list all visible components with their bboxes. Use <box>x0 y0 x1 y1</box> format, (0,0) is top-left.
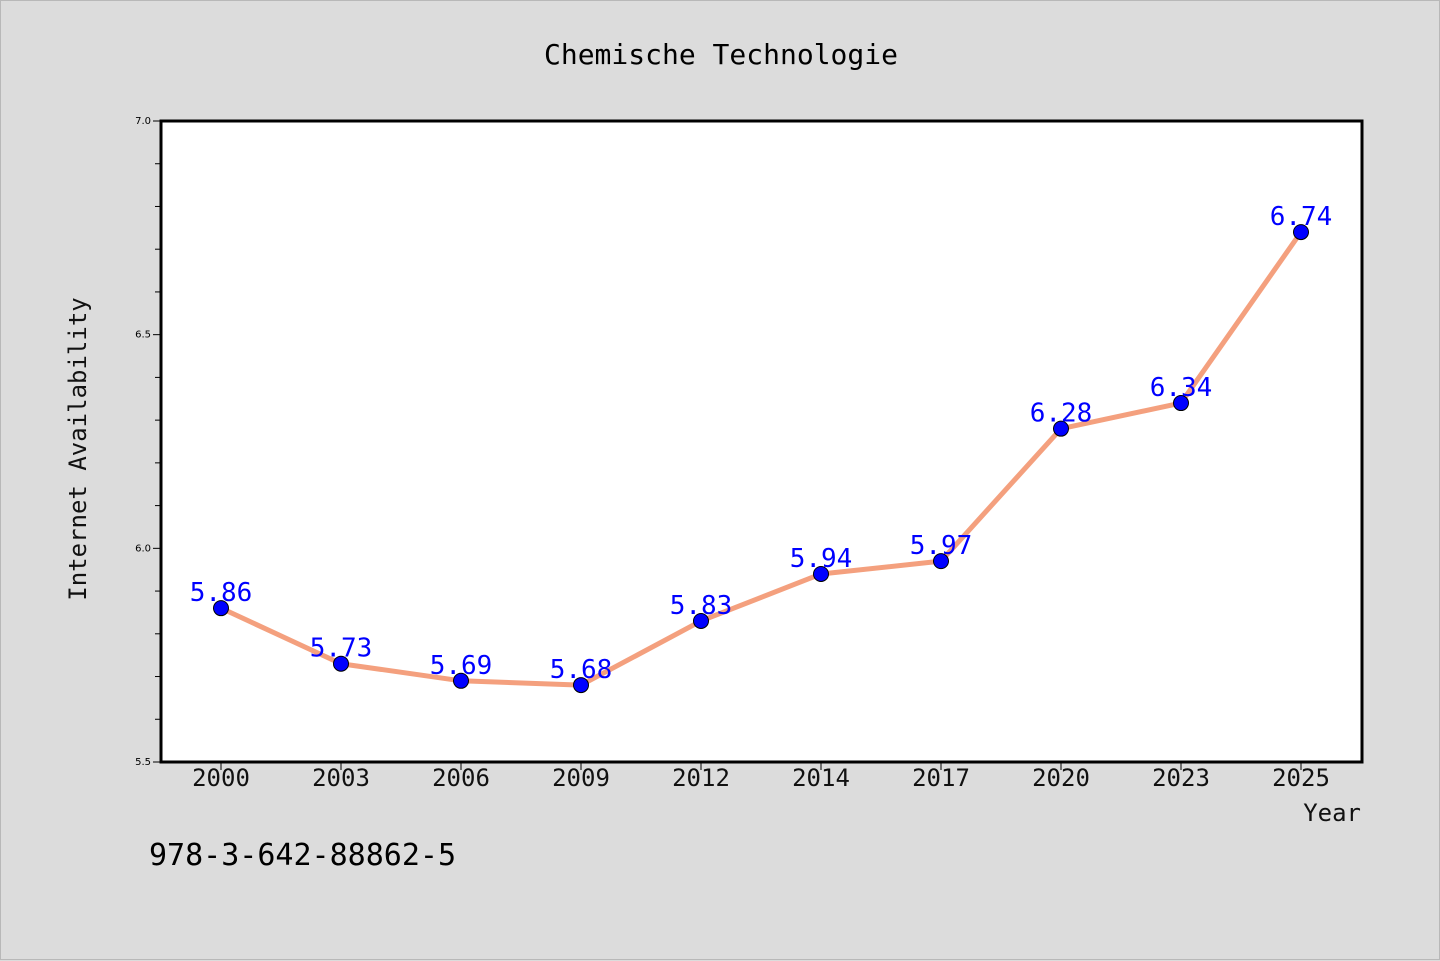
x-tick-label: 2023 <box>1152 764 1210 792</box>
series-polyline <box>218 229 1304 688</box>
data-point <box>1053 420 1069 437</box>
x-tick-label: 2014 <box>792 764 850 792</box>
data-label: 6.74 <box>1270 202 1333 232</box>
data-point <box>933 553 949 570</box>
data-label: 6.28 <box>1030 399 1093 429</box>
y-tick-label: 6.0 <box>135 543 151 554</box>
isbn-text: 978-3-642-88862-5 <box>149 838 456 873</box>
data-point <box>453 672 469 689</box>
data-point <box>693 612 709 629</box>
x-tick-label: 2025 <box>1272 764 1330 792</box>
x-tick-label: 2020 <box>1032 764 1090 792</box>
y-tick-label: 6.5 <box>135 330 151 341</box>
x-tick-label: 2017 <box>912 764 970 792</box>
data-label: 5.68 <box>550 655 613 685</box>
y-tick-label: 5.5 <box>135 757 151 768</box>
data-label: 5.86 <box>190 578 253 608</box>
data-label: 5.73 <box>310 634 373 664</box>
plot-area <box>159 119 1364 764</box>
x-tick-label: 2012 <box>672 764 730 792</box>
data-label: 5.69 <box>430 651 493 681</box>
x-axis-label: Year <box>1303 799 1361 827</box>
x-tick-label: 2009 <box>552 764 610 792</box>
x-tick-label: 2003 <box>312 764 370 792</box>
x-axis: 2000 2003 2006 2009 2012 2014 2017 2020 2023 2025 <box>192 762 1330 792</box>
data-label: 5.97 <box>910 531 973 561</box>
data-labels: 5.86 5.73 5.69 5.68 5.83 5.94 5.97 6.28 6.34 6.74 <box>190 202 1333 685</box>
y-axis-label: Internet Availability <box>64 297 92 600</box>
y-tick-label: 7.0 <box>135 116 151 127</box>
series-line <box>218 229 1304 688</box>
data-point <box>213 600 229 617</box>
chart-title: Chemische Technologie <box>544 38 898 71</box>
data-point <box>1293 224 1309 241</box>
x-tick-label: 2006 <box>432 764 490 792</box>
data-point <box>333 655 349 672</box>
data-label: 5.94 <box>790 544 853 574</box>
data-point <box>1173 395 1189 412</box>
data-point <box>813 565 829 582</box>
data-point <box>573 677 589 694</box>
data-markers <box>213 224 1309 694</box>
data-label: 5.83 <box>670 591 733 621</box>
y-axis: 5.5 6.0 6.5 7.0 <box>135 116 161 768</box>
data-label: 6.34 <box>1150 373 1213 403</box>
x-tick-label: 2000 <box>192 764 250 792</box>
